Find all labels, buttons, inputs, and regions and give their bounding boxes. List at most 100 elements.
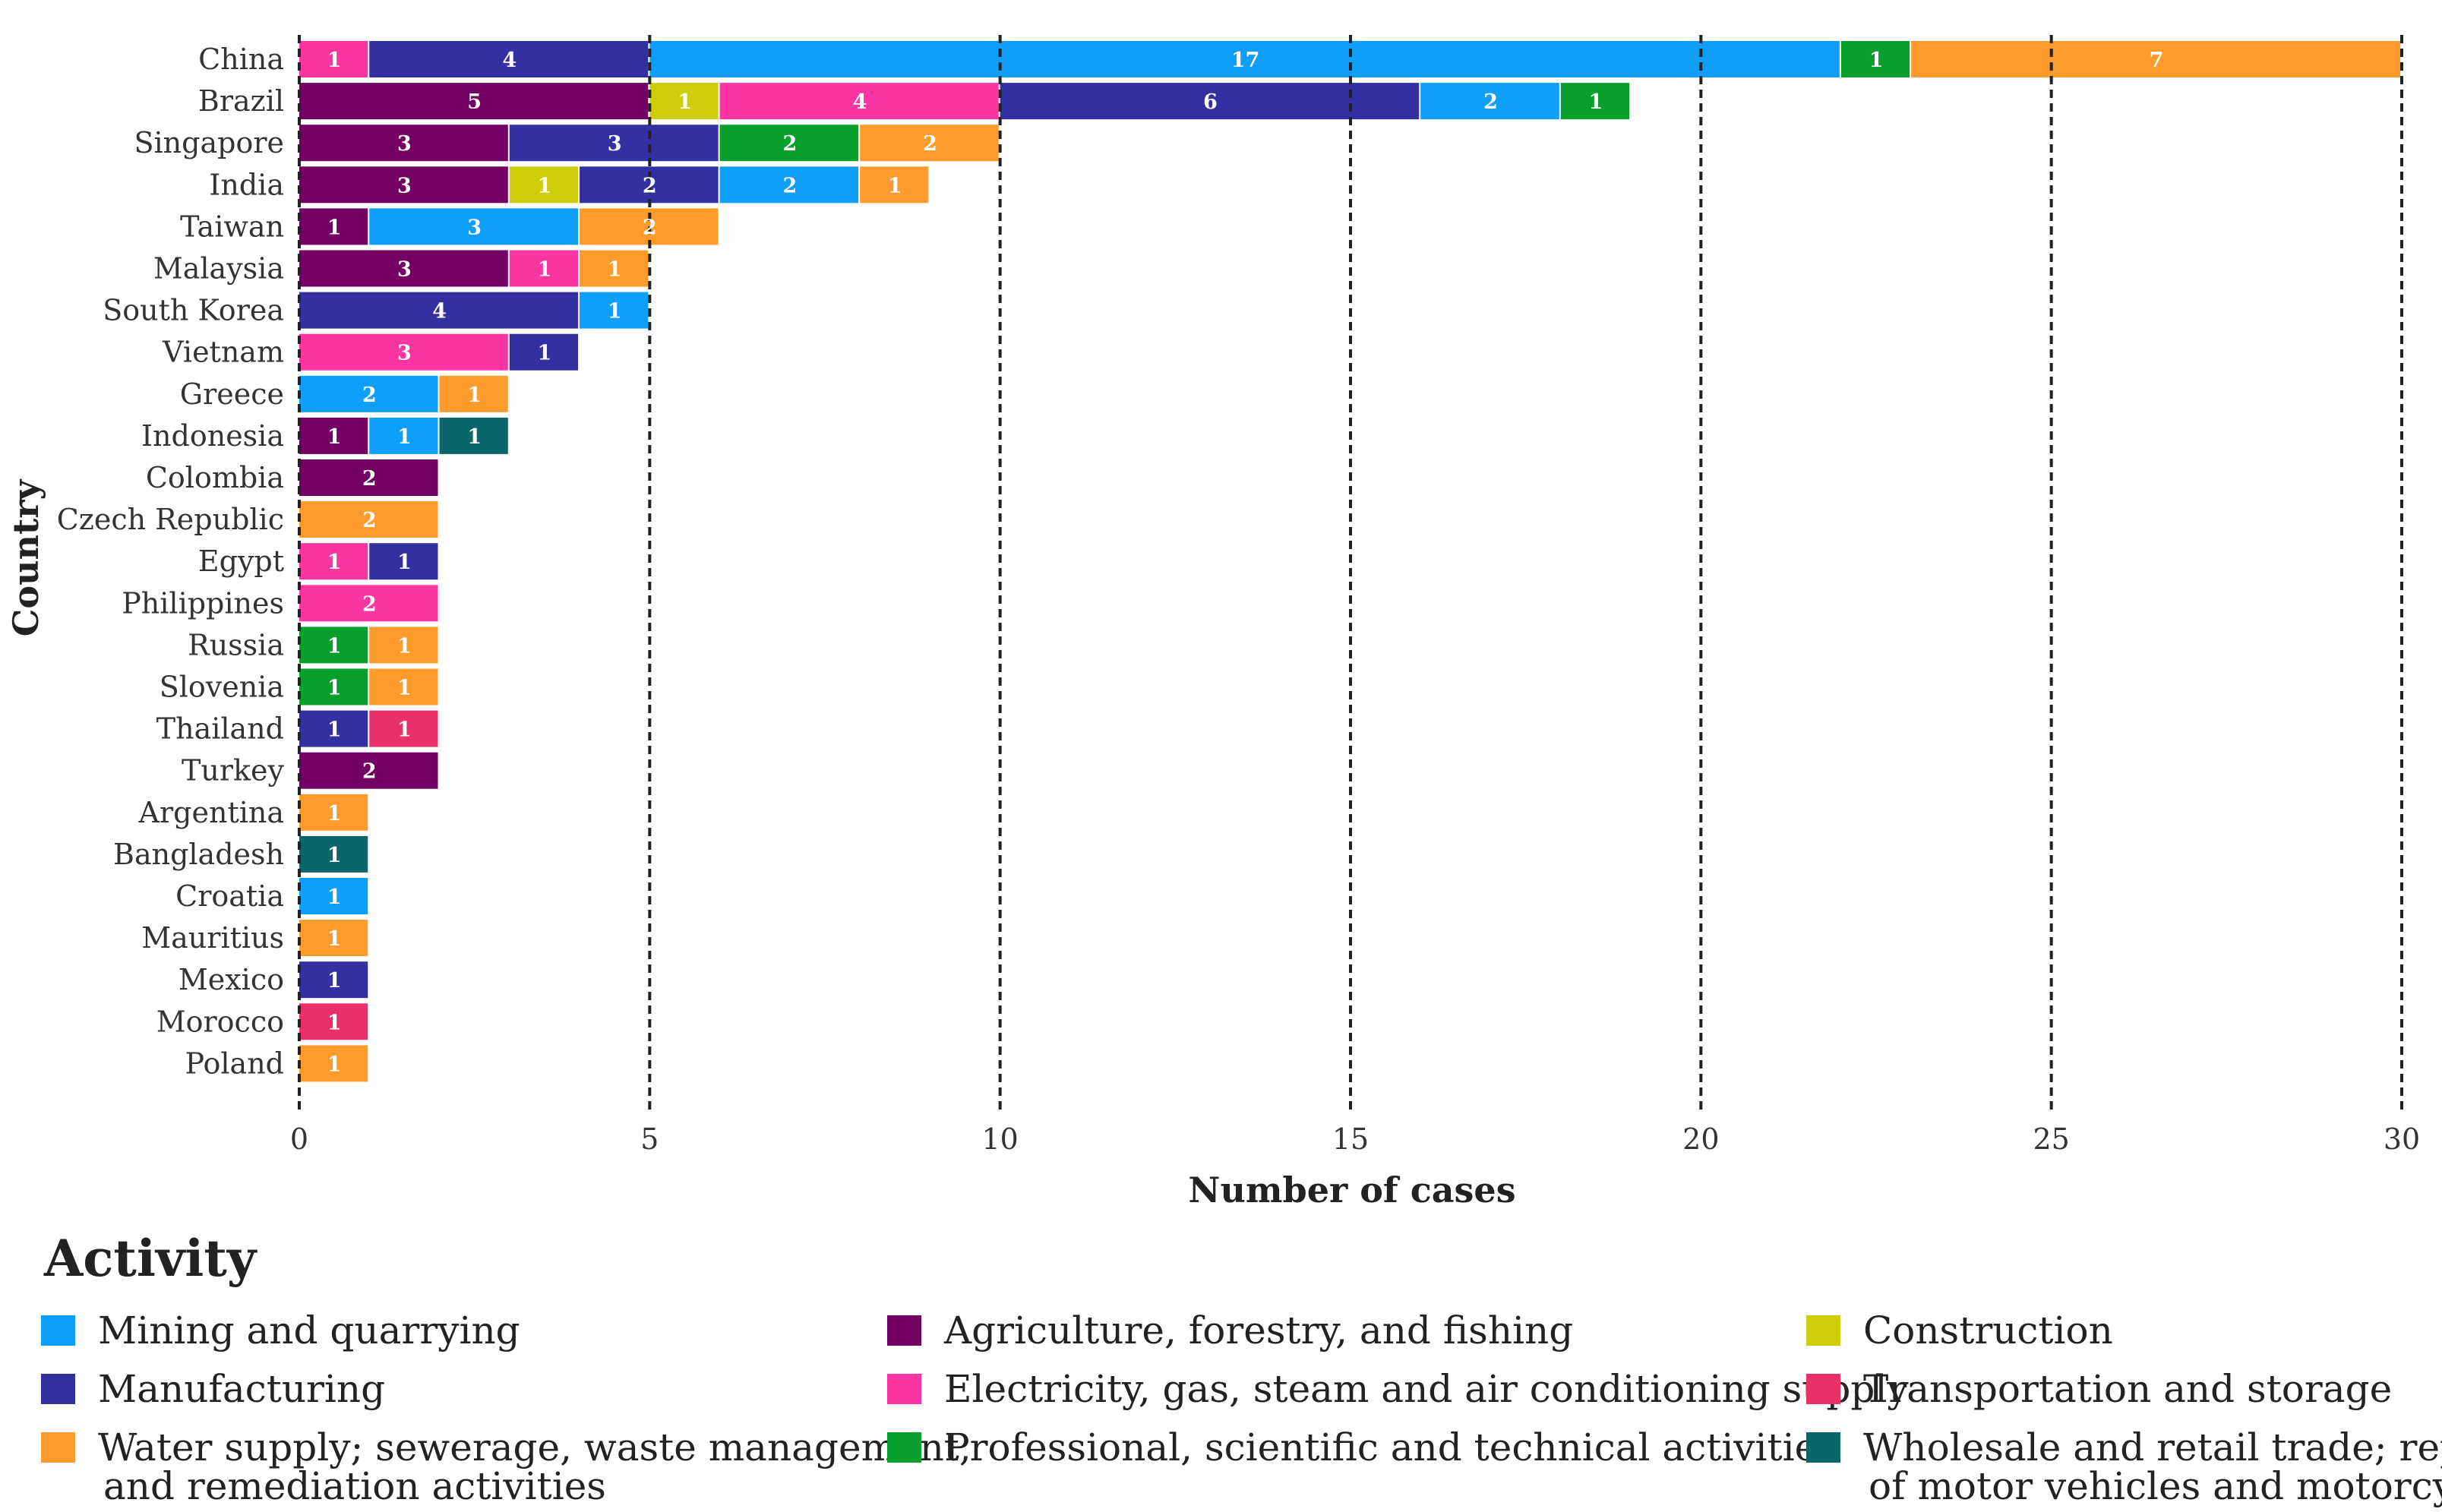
bar-segment (299, 961, 368, 999)
bar-segment (299, 501, 438, 538)
bar-segment (299, 627, 368, 664)
bar-segment (369, 417, 438, 454)
y-tick-label: Egypt (198, 545, 284, 578)
bars (299, 41, 2400, 1082)
x-axis-title: Number of cases (1188, 1170, 1515, 1211)
legend-swatch (887, 1315, 921, 1346)
data-label: 1 (327, 969, 342, 993)
bar-segment (299, 250, 508, 287)
legend-label: Professional, scientific and technical a… (944, 1425, 1837, 1469)
data-label: 1 (538, 342, 552, 365)
bar-segment (369, 710, 438, 747)
data-label: 2 (643, 216, 657, 239)
bar-segment (299, 668, 368, 705)
x-tick-label: 30 (2384, 1122, 2420, 1156)
legend-swatch (1806, 1315, 1840, 1346)
bar-segment (719, 166, 859, 204)
data-label: 2 (362, 467, 377, 491)
x-tick-label: 10 (981, 1122, 1018, 1156)
data-label: 1 (327, 802, 342, 825)
legend-swatch (41, 1374, 75, 1404)
data-label: 1 (327, 634, 342, 658)
bar-segment (369, 543, 438, 580)
bar-segment (369, 41, 649, 77)
y-tick-label: Morocco (156, 1005, 284, 1038)
data-label: 3 (397, 174, 412, 197)
bar-segment (299, 710, 368, 747)
y-axis-ticks: China Brazil Singapore India Taiwan Malaysia S… (57, 43, 285, 1080)
data-label: 1 (327, 844, 342, 867)
data-label: 2 (782, 174, 797, 197)
gridline-overlay (298, 35, 2403, 1113)
y-tick-label: Turkey (182, 754, 284, 788)
data-label: 1 (327, 216, 342, 239)
legend-swatch (887, 1374, 921, 1404)
legend-swatch (1806, 1374, 1840, 1404)
data-label: 2 (1483, 90, 1498, 114)
legend-swatch (1806, 1432, 1840, 1463)
bar-segment (509, 125, 719, 162)
bar-segment (580, 250, 649, 287)
y-tick-label: Taiwan (180, 210, 284, 243)
data-label: 1 (467, 425, 482, 449)
data-label: 1 (397, 551, 412, 574)
y-tick-label: Mauritius (141, 921, 284, 955)
data-label: 2 (362, 592, 377, 616)
bar-segment (299, 878, 368, 914)
y-tick-label: Slovenia (160, 671, 284, 704)
bar-segment (299, 83, 649, 120)
bar-segment (299, 41, 368, 77)
bar-segment (299, 835, 368, 873)
bar-segment (299, 585, 438, 622)
data-label: 1 (608, 258, 622, 282)
data-label: 1 (327, 677, 342, 700)
bar-segment (860, 166, 929, 204)
legend-label: Agriculture, forestry, and fishing (943, 1308, 1573, 1353)
bar-segment (299, 208, 368, 245)
data-label: 2 (923, 132, 937, 156)
data-label: 2 (362, 384, 377, 407)
y-tick-label: China (198, 43, 284, 76)
data-label: 3 (397, 258, 412, 282)
legend-label: Manufacturing (98, 1367, 385, 1411)
y-tick-label: Poland (185, 1046, 284, 1080)
y-tick-label: Brazil (198, 84, 284, 118)
x-tick-label: 5 (640, 1122, 659, 1156)
legend-label-line2: and remediation activities (103, 1464, 606, 1508)
bar-segment (1560, 83, 1630, 120)
data-label: 1 (467, 384, 482, 407)
data-label: 1 (1869, 49, 1884, 72)
data-label: 1 (538, 258, 552, 282)
y-tick-label: Russia (188, 628, 284, 661)
bar-segment (649, 83, 719, 120)
bar-segment (860, 125, 999, 162)
y-tick-label: Bangladesh (113, 838, 284, 871)
bar-segment (369, 208, 579, 245)
legend-title: Activity (43, 1229, 257, 1288)
data-label: 4 (432, 300, 447, 324)
bar-segment (299, 459, 438, 496)
data-label: 1 (327, 718, 342, 742)
data-label: 1 (888, 174, 902, 197)
legend-label: Construction (1863, 1308, 2113, 1353)
data-label: 1 (397, 634, 412, 658)
data-label: 1 (327, 551, 342, 574)
bar-segment (299, 920, 368, 957)
bar-segment (580, 292, 649, 329)
bar-segment (299, 375, 438, 412)
bar-segment (299, 794, 368, 831)
y-tick-label: Indonesia (141, 419, 284, 453)
data-label: 2 (643, 174, 657, 197)
bar-segment (719, 125, 859, 162)
data-label: 7 (2150, 49, 2164, 72)
data-label: 3 (397, 132, 412, 156)
bar-segment (439, 417, 508, 454)
data-label: 1 (327, 1053, 342, 1076)
y-tick-label: South Korea (103, 294, 284, 327)
x-tick-label: 25 (2033, 1122, 2069, 1156)
data-label: 1 (608, 300, 622, 324)
data-label: 1 (397, 425, 412, 449)
data-label: 4 (853, 90, 867, 114)
